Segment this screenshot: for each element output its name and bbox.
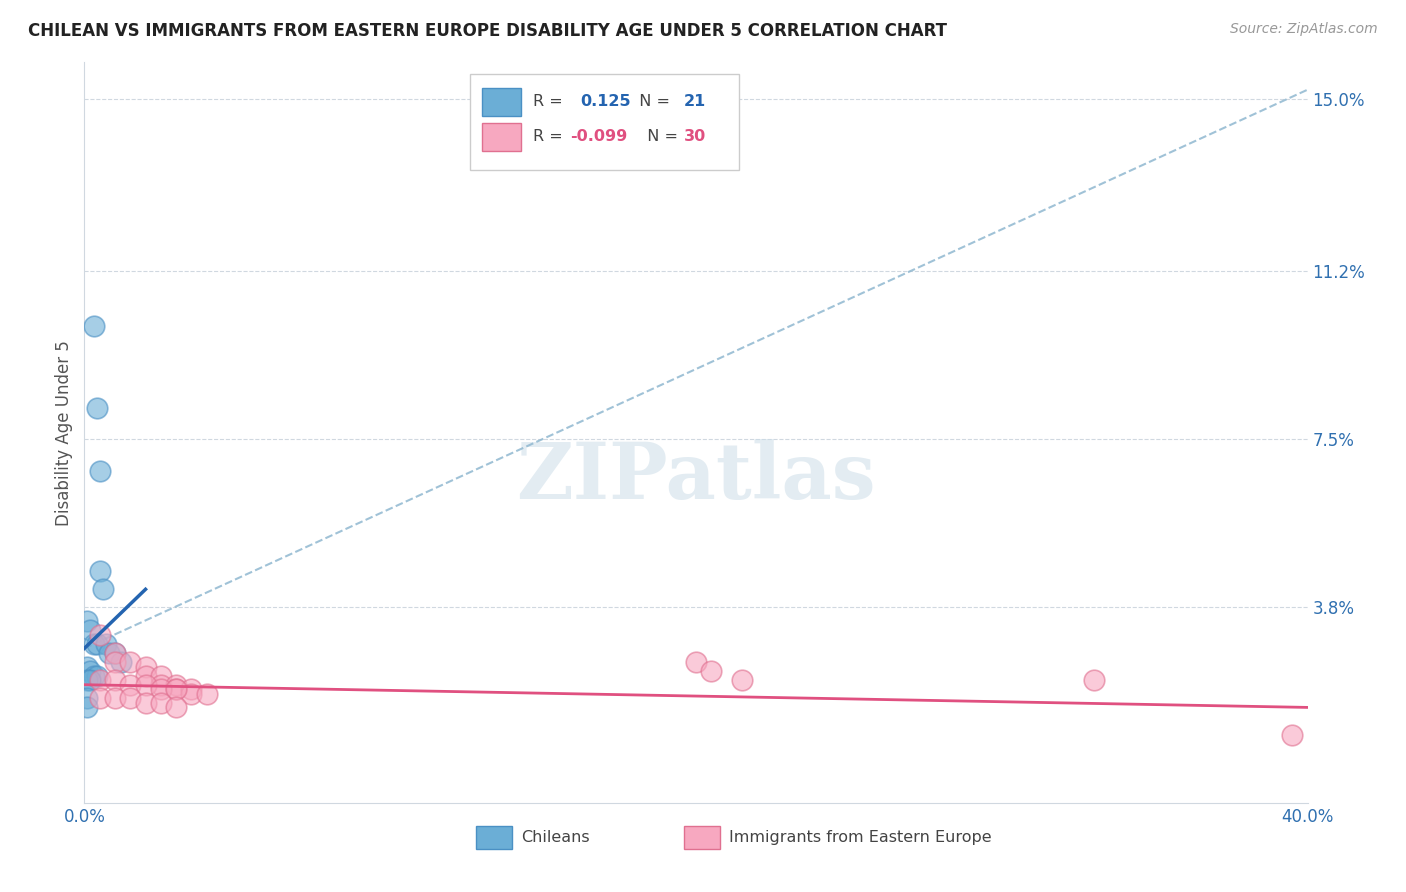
Point — [1083, 673, 1105, 688]
Text: -0.099: -0.099 — [569, 129, 627, 144]
Point — [104, 646, 127, 660]
Point — [89, 691, 111, 706]
Point — [104, 646, 127, 660]
Point — [76, 659, 98, 673]
Text: 30: 30 — [683, 129, 706, 144]
Point — [89, 628, 111, 642]
Point — [165, 700, 187, 714]
Point — [86, 401, 108, 415]
Point — [165, 682, 187, 697]
Point — [97, 646, 120, 660]
Point — [79, 624, 101, 638]
Text: N =: N = — [628, 95, 675, 109]
Point — [104, 673, 127, 688]
Point — [700, 664, 723, 678]
FancyBboxPatch shape — [482, 123, 522, 152]
Point — [76, 673, 98, 688]
Point — [165, 678, 187, 692]
Point — [149, 678, 172, 692]
Text: R =: R = — [533, 129, 568, 144]
Text: 0.125: 0.125 — [579, 95, 630, 109]
Point — [685, 655, 707, 669]
Point — [149, 668, 172, 682]
Point — [104, 655, 127, 669]
Text: 21: 21 — [683, 95, 706, 109]
Point — [165, 682, 187, 697]
Point — [135, 668, 157, 682]
Point — [104, 691, 127, 706]
Point — [76, 614, 98, 628]
Point — [89, 564, 111, 578]
Point — [83, 637, 105, 651]
Point — [83, 668, 105, 682]
Point — [91, 582, 114, 597]
Point — [135, 678, 157, 692]
Point — [76, 700, 98, 714]
Point — [89, 464, 111, 478]
Point — [731, 673, 754, 688]
Point — [110, 655, 132, 669]
Point — [180, 687, 202, 701]
Point — [195, 687, 218, 701]
Point — [79, 673, 101, 688]
Point — [180, 682, 202, 697]
Point — [135, 659, 157, 673]
Point — [86, 668, 108, 682]
Point — [1281, 728, 1303, 742]
Text: Immigrants from Eastern Europe: Immigrants from Eastern Europe — [728, 830, 991, 845]
FancyBboxPatch shape — [683, 827, 720, 848]
Y-axis label: Disability Age Under 5: Disability Age Under 5 — [55, 340, 73, 525]
Point — [86, 637, 108, 651]
Text: Source: ZipAtlas.com: Source: ZipAtlas.com — [1230, 22, 1378, 37]
Text: N =: N = — [637, 129, 683, 144]
Point — [94, 637, 117, 651]
Text: ZIPatlas: ZIPatlas — [516, 439, 876, 515]
Text: Chileans: Chileans — [522, 830, 589, 845]
Point — [135, 696, 157, 710]
Text: CHILEAN VS IMMIGRANTS FROM EASTERN EUROPE DISABILITY AGE UNDER 5 CORRELATION CHA: CHILEAN VS IMMIGRANTS FROM EASTERN EUROP… — [28, 22, 948, 40]
Point — [120, 678, 142, 692]
Point — [79, 664, 101, 678]
FancyBboxPatch shape — [470, 73, 738, 169]
Point — [83, 318, 105, 333]
Point — [120, 691, 142, 706]
Point — [76, 691, 98, 706]
Point — [120, 655, 142, 669]
FancyBboxPatch shape — [475, 827, 513, 848]
Point — [149, 682, 172, 697]
Point — [89, 673, 111, 688]
Text: R =: R = — [533, 95, 574, 109]
FancyBboxPatch shape — [482, 88, 522, 117]
Point — [149, 696, 172, 710]
